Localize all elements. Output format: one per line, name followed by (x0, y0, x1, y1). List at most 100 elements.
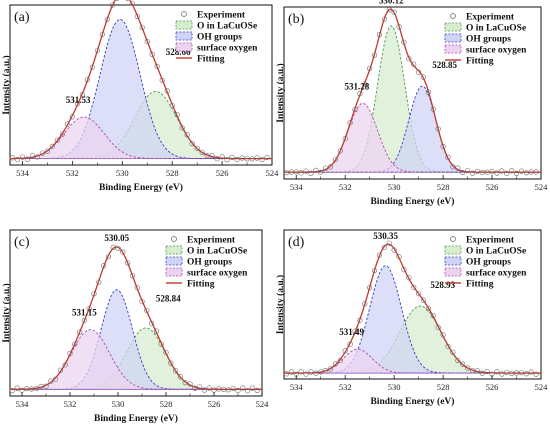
experiment-point (376, 252, 383, 258)
experiment-point (52, 376, 59, 382)
experiment-point (391, 247, 397, 253)
experiment-point (450, 349, 456, 355)
legend-label: Experiment (466, 12, 515, 22)
experiment-point (153, 328, 159, 334)
plot-frame (9, 229, 263, 397)
experiment-point (54, 137, 61, 143)
legend-label: O in LaCuOSe (466, 23, 526, 33)
experiment-point (440, 332, 446, 338)
experiment-point (219, 154, 225, 160)
x-axis-title: Binding Energy (eV) (94, 413, 178, 424)
experiment-point (450, 164, 456, 170)
legend-label: O in LaCuOSe (187, 246, 247, 256)
experiment-point (182, 380, 188, 386)
experiment-point (533, 371, 539, 377)
legend-swatch (175, 42, 193, 52)
experiment-point (396, 254, 402, 260)
experiment-point (214, 156, 220, 162)
x-tick-label: 534 (290, 382, 304, 392)
fitting-line (284, 243, 541, 374)
experiment-point (401, 39, 407, 45)
experiment-point (337, 148, 343, 154)
legend-swatch (444, 256, 462, 266)
legend-label: Experiment (187, 235, 236, 245)
x-axis-title: Binding Energy (eV) (371, 196, 455, 207)
legend-swatch (444, 44, 462, 54)
experiment-point (254, 387, 260, 393)
experiment-point (494, 170, 500, 176)
experiment-point (347, 120, 353, 126)
experiment-point (435, 126, 441, 132)
peak-position-label: 530.12 (379, 0, 404, 5)
experiment-point (386, 7, 392, 13)
legend-marker-experiment (171, 236, 177, 242)
x-tick-label: 528 (437, 382, 450, 392)
x-tick-label: 524 (266, 168, 280, 178)
fitting-line (10, 246, 262, 391)
experiment-point (14, 156, 21, 163)
experiment-point (230, 385, 236, 392)
experiment-point (79, 92, 85, 98)
panel-label: (b) (288, 12, 305, 27)
experiment-point (430, 106, 436, 112)
experiment-point (194, 145, 200, 151)
experiment-point (187, 381, 193, 387)
experiment-point (69, 114, 75, 120)
experiment-point (115, 245, 121, 251)
experiment-point (469, 367, 476, 374)
experiment-point (84, 77, 90, 83)
experiment-point (440, 143, 446, 150)
experiment-point (445, 154, 451, 160)
experiment-point (44, 148, 51, 154)
legend-label: surface oxygen (187, 268, 248, 278)
experiment-point (229, 154, 235, 160)
experiment-point (76, 329, 83, 335)
experiment-point (528, 369, 534, 375)
experiment-point (239, 155, 245, 161)
x-tick-label: 534 (290, 182, 304, 192)
experiment-point (499, 168, 505, 174)
experiment-point (110, 244, 116, 250)
experiment-point (197, 384, 203, 390)
experiment-point (342, 135, 348, 142)
experiment-point (425, 89, 432, 95)
x-tick-label: 530 (388, 182, 401, 192)
panel-d: 534 532 530 528 526 524 Binding Energy (eV) Int… (275, 229, 548, 407)
peak-position-label: 528.85 (432, 60, 457, 70)
experiment-point (416, 69, 422, 75)
experiment-point (240, 385, 246, 391)
experiment-point (129, 0, 135, 6)
experiment-point (323, 367, 329, 374)
fitting-line (9, 0, 272, 160)
experiment-point (62, 362, 68, 368)
legend-swatch (444, 33, 462, 43)
experiment-point (303, 168, 309, 174)
experiment-point (411, 61, 417, 67)
experiment-point (460, 169, 466, 176)
experiment-point (100, 263, 107, 269)
experiment-point (455, 357, 461, 364)
experiment-point (234, 156, 240, 163)
legend-label: Fitting (197, 54, 225, 64)
experiment-point (464, 365, 471, 371)
experiment-point (149, 51, 155, 57)
panel-label: (a) (14, 10, 30, 25)
experiment-point (19, 154, 26, 160)
peak-position-label: 531.53 (66, 95, 91, 105)
experiment-point (362, 301, 368, 307)
x-tick-label: 530 (116, 168, 129, 178)
experiment-point (313, 167, 319, 173)
peak-position-label: 528.93 (430, 280, 455, 290)
x-axis-title: Binding Energy (eV) (99, 182, 183, 193)
experiment-point (49, 143, 56, 149)
experiment-point (518, 168, 525, 174)
experiment-point (96, 279, 102, 285)
experiment-point (249, 385, 255, 391)
experiment-point (357, 91, 363, 97)
experiment-point (523, 371, 529, 377)
experiment-point (94, 47, 100, 54)
experiment-point (264, 154, 270, 161)
experiment-point (435, 324, 441, 330)
